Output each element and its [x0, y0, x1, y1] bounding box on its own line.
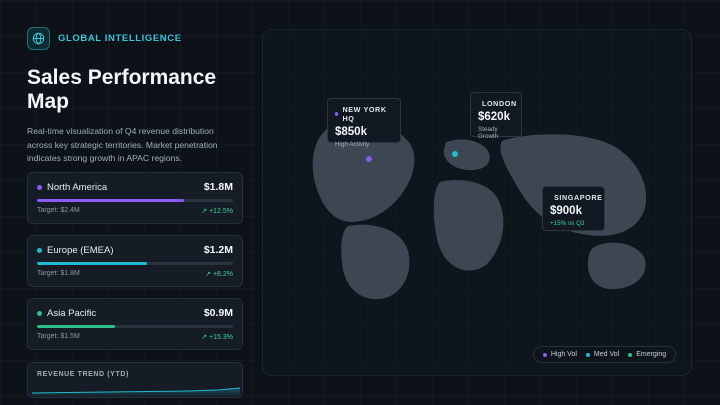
region-name: North America	[47, 181, 108, 193]
legend-item-medium: Med Vol	[585, 351, 619, 358]
legend-dot	[542, 352, 547, 357]
tooltip-singapore[interactable]: SINGAPORE $900k +15% vs Q3	[542, 186, 605, 231]
region-target: Target: $1.5M	[37, 333, 80, 340]
region-change: ↗ +15.3%	[201, 334, 233, 341]
region-change: ↗ +8.2%	[205, 271, 233, 278]
region-dot	[37, 247, 42, 253]
tooltip-new-york[interactable]: NEW YORK HQ $850k High Activity	[327, 98, 401, 148]
region-target: Target: $1.8M	[37, 270, 80, 277]
trend-up-icon: ↗	[201, 208, 208, 215]
continent-north-america	[312, 121, 415, 222]
region-progress-bar	[37, 199, 233, 202]
region-value: $1.8M	[203, 181, 233, 193]
region-progress-bar	[37, 262, 233, 265]
trend-label: REVENUE TREND (YTD)	[37, 371, 129, 378]
region-value: $0.9M	[203, 307, 233, 319]
continent-south-america	[341, 224, 410, 300]
region-dot	[37, 310, 42, 316]
continent-africa	[433, 180, 504, 271]
tooltip-value: $850k	[335, 126, 367, 138]
marker-london	[452, 151, 458, 157]
tooltip-london[interactable]: LONDON $620k Steady Growth	[470, 92, 522, 140]
region-value: $1.2M	[203, 244, 233, 256]
region-name: Asia Pacific	[47, 307, 97, 319]
brand-row: GLOBAL INTELLIGENCE	[27, 27, 243, 50]
region-progress-bar	[37, 325, 233, 328]
continent-australia	[588, 242, 646, 290]
info-column: GLOBAL INTELLIGENCE Sales Performance Ma…	[27, 27, 243, 166]
region-target: Target: $2.4M	[37, 207, 80, 214]
region-card-europe[interactable]: Europe (EMEA) $1.2M Target: $1.8M ↗ +8.2…	[27, 235, 243, 287]
continent-asia	[500, 134, 647, 236]
tooltip-note: +15% vs Q3	[550, 220, 585, 227]
region-dot	[37, 184, 42, 190]
trend-up-icon: ↗	[201, 334, 208, 341]
revenue-trend-card[interactable]: REVENUE TREND (YTD)	[27, 362, 243, 398]
region-progress-fill	[37, 325, 116, 328]
trend-up-icon: ↗	[205, 271, 211, 278]
region-change: ↗ +12.5%	[201, 208, 233, 215]
region-progress-fill	[37, 262, 147, 265]
continent-europe	[443, 139, 490, 171]
legend-item-emerging: Emerging	[628, 351, 666, 358]
brand-label: GLOBAL INTELLIGENCE	[58, 33, 182, 44]
tooltip-value: $900k	[550, 205, 582, 217]
page-title: Sales Performance Map	[27, 66, 217, 113]
globe-icon	[27, 27, 50, 50]
marker-new-york	[366, 156, 372, 162]
legend-item-high: High Vol	[542, 351, 577, 358]
legend-dot	[628, 352, 633, 357]
tooltip-value: $620k	[478, 111, 510, 123]
trend-sparkline	[31, 387, 241, 397]
page-description: Real-time visualization of Q4 revenue di…	[27, 126, 218, 163]
tooltip-note: Steady Growth	[478, 126, 499, 140]
status-dot	[335, 112, 339, 116]
region-name: Europe (EMEA)	[47, 244, 114, 256]
region-card-north-america[interactable]: North America $1.8M Target: $2.4M ↗ +12.…	[27, 172, 243, 224]
tooltip-note: High Activity	[335, 141, 370, 148]
legend-dot	[585, 352, 590, 357]
map-legend: High Vol Med Vol Emerging	[533, 346, 676, 363]
region-card-asia-pacific[interactable]: Asia Pacific $0.9M Target: $1.5M ↗ +15.3…	[27, 298, 243, 350]
world-map[interactable]	[262, 29, 692, 376]
region-progress-fill	[37, 199, 184, 202]
